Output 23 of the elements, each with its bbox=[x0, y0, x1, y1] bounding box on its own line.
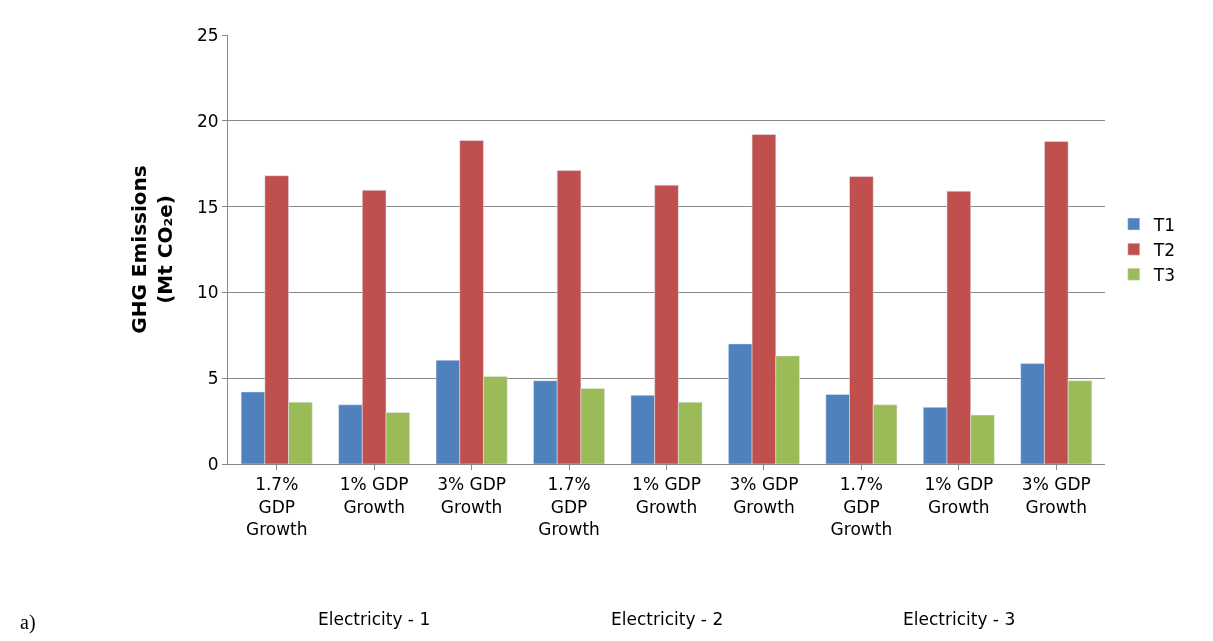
text: Electricity - 1 bbox=[318, 609, 431, 629]
text: a) bbox=[20, 611, 36, 634]
x-tick-label: 1.7% GDP Growth bbox=[245, 474, 308, 539]
x-tick-label: 1% GDP Growth bbox=[632, 474, 701, 517]
text: Electricity - 2 bbox=[611, 609, 724, 629]
legend-label: T2 bbox=[1152, 239, 1175, 260]
y-tick-label: 0 bbox=[207, 453, 219, 474]
y-axis-title: GHG Emissions (Mt CO₂e) bbox=[127, 165, 178, 334]
y-tick-label: 20 bbox=[196, 110, 219, 131]
text: Electricity - 3 bbox=[903, 609, 1016, 629]
x-tick-label: 1% GDP Growth bbox=[924, 474, 994, 517]
x-tick-label: 3% GDP Growth bbox=[729, 474, 799, 517]
y-tick-label: 25 bbox=[196, 24, 219, 45]
y-tick-label: 5 bbox=[207, 368, 219, 389]
x-tick-label: 1.7% GDP Growth bbox=[538, 474, 600, 539]
x-tick-label: 1.7% GDP Growth bbox=[830, 474, 893, 539]
x-tick-label: 3% GDP Growth bbox=[437, 474, 507, 517]
legend-label: T3 bbox=[1152, 264, 1175, 285]
x-tick-label: 3% GDP Growth bbox=[1021, 474, 1091, 517]
legend-label: T1 bbox=[1152, 214, 1175, 235]
x-tick-label: 1% GDP Growth bbox=[339, 474, 409, 517]
y-tick-label: 10 bbox=[196, 282, 219, 303]
y-tick-label: 15 bbox=[196, 196, 219, 217]
